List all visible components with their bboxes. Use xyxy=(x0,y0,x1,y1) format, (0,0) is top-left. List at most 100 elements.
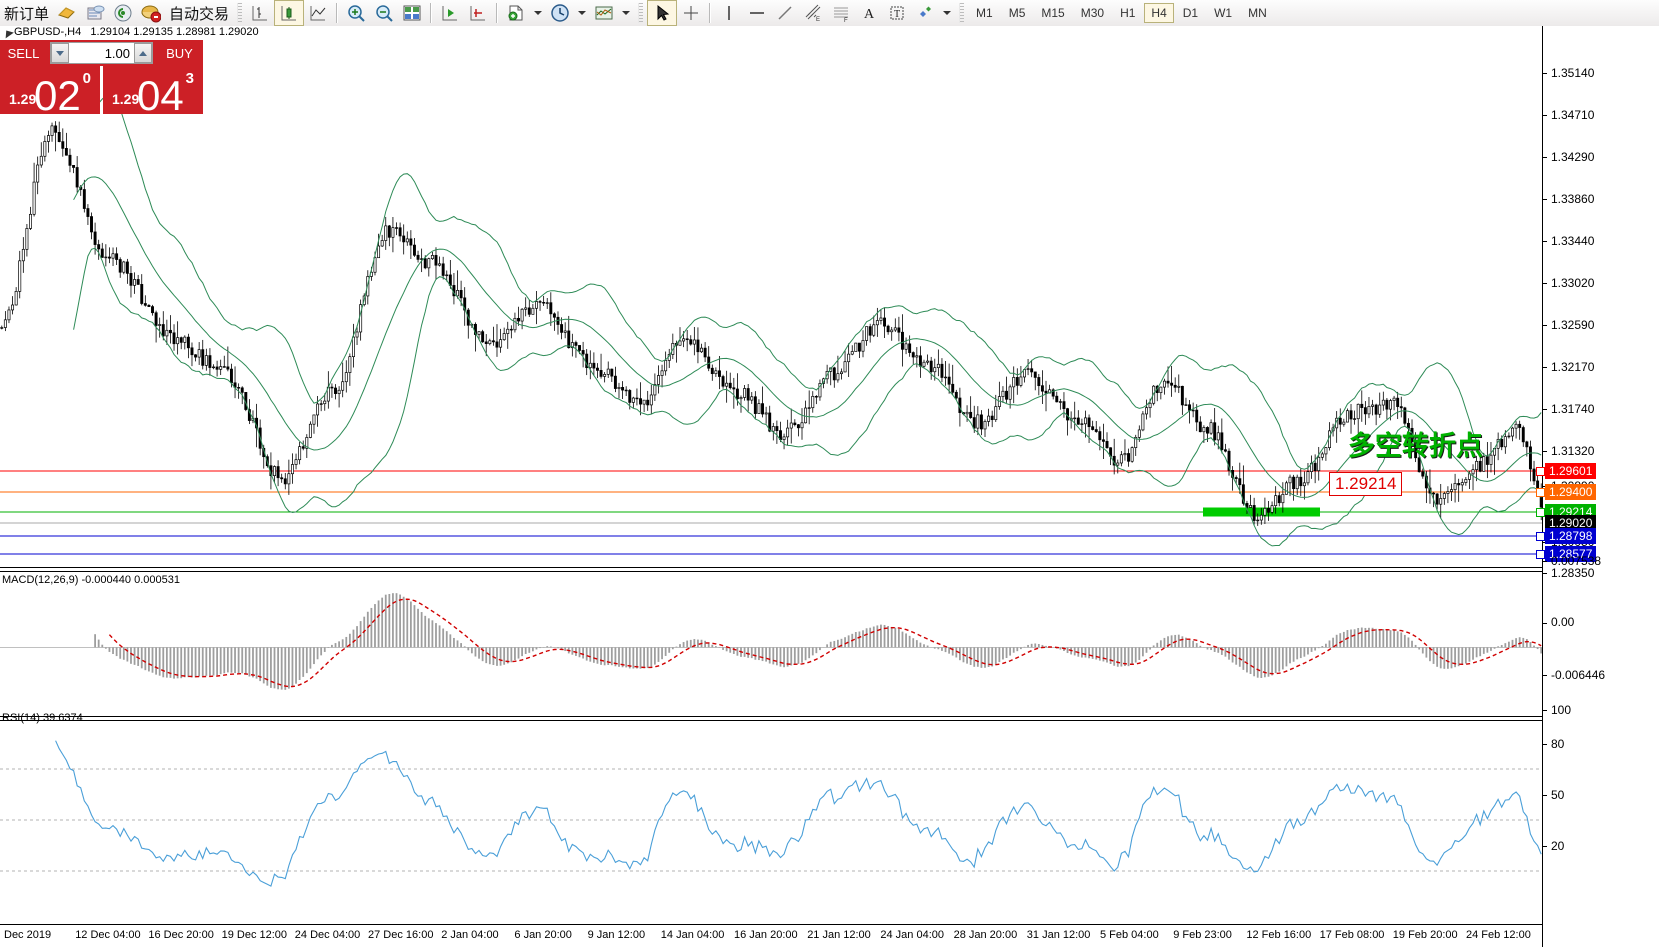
zoom-in-icon[interactable] xyxy=(342,1,370,25)
time-tick: 12 Dec 04:00 xyxy=(75,929,141,941)
buy-button[interactable]: BUY xyxy=(156,40,203,66)
price-tick: 1.32170 xyxy=(1543,360,1594,374)
time-tick: 19 Feb 20:00 xyxy=(1392,929,1458,941)
macd-tick: 0.007538 xyxy=(1543,554,1601,568)
main-toolbar: 新订单 自动交易 xyxy=(0,0,1659,27)
autotrading-button[interactable]: 自动交易 xyxy=(165,1,233,25)
tile-windows-icon[interactable] xyxy=(398,1,426,25)
period-clock-icon[interactable] xyxy=(546,1,574,25)
chinese-annotation: 多空转折点 xyxy=(1348,431,1483,462)
candlestick-series xyxy=(0,121,1543,526)
label-icon[interactable]: T xyxy=(883,1,911,25)
equidistant-channel-icon[interactable]: E xyxy=(799,1,827,25)
timeframe-h1[interactable]: H1 xyxy=(1120,6,1136,20)
timeframe-m15[interactable]: M15 xyxy=(1041,6,1065,20)
rsi-tick: 50 xyxy=(1543,788,1564,802)
toolbar-grip-2[interactable] xyxy=(638,3,644,23)
price-level-handle[interactable] xyxy=(1536,532,1545,541)
objects-icon[interactable] xyxy=(911,1,939,25)
price-tick: 1.35140 xyxy=(1543,66,1594,80)
text-icon[interactable]: A xyxy=(855,1,883,25)
volume-increment-button[interactable] xyxy=(134,43,152,63)
template-dropdown-caret[interactable] xyxy=(534,11,543,15)
price-tick: 1.31320 xyxy=(1543,444,1594,458)
rsi-pane[interactable] xyxy=(0,723,1543,923)
rsi-label: RSI(14) 39.6374 xyxy=(2,712,83,724)
timeframe-m1[interactable]: M1 xyxy=(976,6,993,20)
vertical-line-icon[interactable] xyxy=(715,1,743,25)
autoscroll-icon[interactable] xyxy=(464,1,492,25)
zoom-out-icon[interactable] xyxy=(370,1,398,25)
macd-pane[interactable] xyxy=(0,574,1543,714)
objects-dropdown-caret[interactable] xyxy=(943,11,952,15)
price-tick: 1.34290 xyxy=(1543,150,1594,164)
price-axis[interactable]: 1.35140 1.34710 1.34290 1.33860 1.33440 1.330… xyxy=(1536,26,1659,947)
price-level-label[interactable]: 1.29601 xyxy=(1545,463,1597,479)
autotrading-icon[interactable] xyxy=(137,1,165,25)
price-level-handle[interactable] xyxy=(1536,550,1545,559)
timeframe-m5[interactable]: M5 xyxy=(1008,6,1026,20)
rsi-tick: 80 xyxy=(1543,737,1564,751)
price-level-handle[interactable] xyxy=(1536,488,1545,497)
macd-label: MACD(12,26,9) -0.000440 0.000531 xyxy=(2,574,180,586)
timeframe-mn[interactable]: MN xyxy=(1248,6,1267,20)
toolbar-separator-1 xyxy=(336,3,339,23)
volume-decrement-button[interactable] xyxy=(51,43,69,63)
price-tick: 1.31740 xyxy=(1543,402,1594,416)
sell-price-prefix: 1.29 xyxy=(9,91,37,107)
macd-signal-line xyxy=(108,598,1542,688)
price-level-label[interactable]: 1.29020 xyxy=(1545,515,1597,531)
volume-value: 1.00 xyxy=(104,45,130,61)
toolbar-grip-1[interactable] xyxy=(237,3,243,23)
timeframe-d1[interactable]: D1 xyxy=(1182,6,1199,20)
toolbar-grip-3[interactable] xyxy=(959,3,965,23)
price-level-label[interactable]: 1.29400 xyxy=(1545,484,1597,500)
bollinger-upper-band xyxy=(73,69,1542,470)
charts-icon[interactable] xyxy=(53,1,81,25)
one-click-trading-panel[interactable]: SELL 1.00 BUY 1.29 02 0 1.29 04 3 xyxy=(0,40,203,119)
sell-price-quote[interactable]: 1.29 02 0 xyxy=(0,66,100,117)
time-tick: 9 Jan 12:00 xyxy=(587,929,646,941)
sell-button[interactable]: SELL xyxy=(0,40,47,66)
horizontal-line-icon[interactable] xyxy=(743,1,771,25)
time-tick: 31 Jan 12:00 xyxy=(1026,929,1091,941)
line-chart-icon[interactable] xyxy=(304,1,332,25)
time-axis[interactable]: Dec 2019 12 Dec 04:00 16 Dec 20:00 19 Dec 1… xyxy=(0,924,1543,947)
trendline-icon[interactable] xyxy=(771,1,799,25)
macd-tick: 0.00 xyxy=(1543,615,1574,629)
signals-icon[interactable] xyxy=(109,1,137,25)
bar-chart-icon[interactable] xyxy=(246,1,274,25)
price-pane[interactable] xyxy=(0,40,1543,567)
timeframe-h4[interactable]: H4 xyxy=(1144,3,1174,23)
svg-text:F: F xyxy=(844,18,848,23)
price-level-handle[interactable] xyxy=(1536,467,1545,476)
rsi-tick: 20 xyxy=(1543,839,1564,853)
fibonacci-icon[interactable]: F xyxy=(827,1,855,25)
chart-symbol-header: GBPUSD-,H4 1.29104 1.29135 1.28981 1.290… xyxy=(0,26,259,40)
price-level-handle[interactable] xyxy=(1536,508,1545,517)
cloud-icon[interactable] xyxy=(81,1,109,25)
indicators-icon[interactable] xyxy=(590,1,618,25)
shift-end-icon[interactable] xyxy=(436,1,464,25)
price-level-label[interactable]: 1.28798 xyxy=(1545,528,1597,544)
indicators-dropdown-caret[interactable] xyxy=(622,11,631,15)
cursor-icon[interactable] xyxy=(647,0,678,26)
time-tick: 24 Jan 04:00 xyxy=(880,929,945,941)
timeframe-m30[interactable]: M30 xyxy=(1080,6,1105,20)
new-order-button[interactable]: 新订单 xyxy=(0,1,53,25)
chart-window[interactable]: GBPUSD-,H4 1.29104 1.29135 1.28981 1.290… xyxy=(0,26,1659,947)
period-dropdown-caret[interactable] xyxy=(578,11,587,15)
candlestick-chart-icon[interactable] xyxy=(274,0,305,26)
time-tick: 17 Feb 08:00 xyxy=(1319,929,1385,941)
buy-price-fraction: 3 xyxy=(185,70,194,87)
buy-price-quote[interactable]: 1.29 04 3 xyxy=(103,66,203,119)
bollinger-middle-band xyxy=(73,176,1542,498)
volume-field[interactable]: 1.00 xyxy=(47,40,156,66)
add-template-icon[interactable] xyxy=(502,1,530,25)
crosshair-icon[interactable] xyxy=(677,1,705,25)
timeframe-w1[interactable]: W1 xyxy=(1214,6,1233,20)
time-tick: 9 Feb 23:00 xyxy=(1173,929,1232,941)
price-level-label[interactable]: 1.28577 xyxy=(1545,546,1597,562)
buy-price-big: 04 xyxy=(137,72,184,119)
symbol-name: GBPUSD-,H4 xyxy=(14,26,82,38)
